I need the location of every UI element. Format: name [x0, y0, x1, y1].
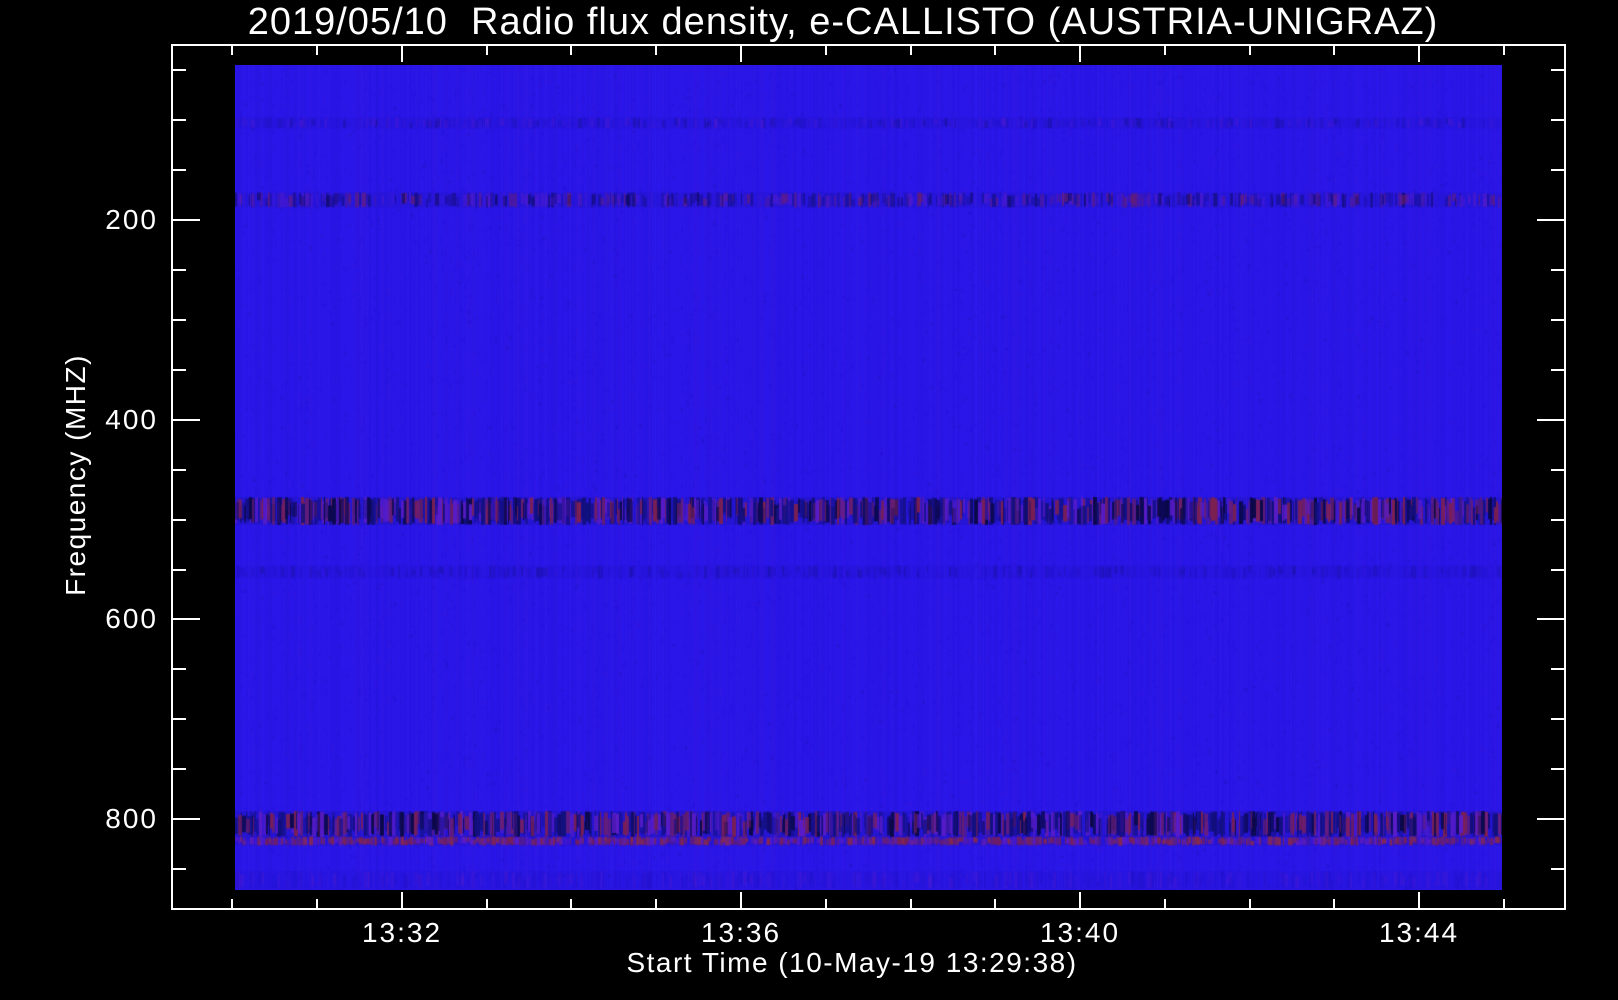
- y-minor-tick-left: [173, 469, 186, 471]
- y-major-tick-right: [1537, 419, 1564, 421]
- x-minor-tick-bottom: [910, 899, 912, 908]
- y-minor-tick-right: [1551, 69, 1564, 71]
- y-minor-tick-right: [1551, 569, 1564, 571]
- x-major-tick-top: [1079, 46, 1081, 62]
- y-minor-tick-left: [173, 319, 186, 321]
- y-major-tick-right: [1537, 219, 1564, 221]
- x-major-tick-bottom: [1418, 892, 1420, 908]
- x-major-tick-top: [740, 46, 742, 62]
- y-minor-tick-right: [1551, 519, 1564, 521]
- y-minor-tick-left: [173, 269, 186, 271]
- x-minor-tick-bottom: [1164, 899, 1166, 908]
- chart-title: 2019/05/10 Radio flux density, e-CALLIST…: [247, 1, 1439, 43]
- x-minor-tick-top: [1164, 46, 1166, 55]
- x-minor-tick-top: [825, 46, 827, 55]
- x-minor-tick-bottom: [570, 899, 572, 908]
- x-minor-tick-bottom: [231, 899, 233, 908]
- y-minor-tick-right: [1551, 469, 1564, 471]
- y-minor-tick-right: [1551, 369, 1564, 371]
- x-minor-tick-top: [1249, 46, 1251, 55]
- spectrogram-image: [235, 65, 1502, 890]
- y-minor-tick-right: [1551, 269, 1564, 271]
- y-minor-tick-left: [173, 369, 186, 371]
- y-major-tick-right: [1537, 618, 1564, 620]
- y-minor-tick-right: [1551, 718, 1564, 720]
- x-minor-tick-bottom: [1249, 899, 1251, 908]
- y-tick-label: 800: [105, 803, 158, 834]
- x-tick-label: 13:40: [1039, 917, 1121, 948]
- y-tick-label: 400: [105, 404, 158, 435]
- x-minor-tick-top: [316, 46, 318, 55]
- x-minor-tick-top: [231, 46, 233, 55]
- y-minor-tick-left: [173, 119, 186, 121]
- x-minor-tick-bottom: [486, 899, 488, 908]
- y-tick-label: 200: [105, 204, 158, 235]
- y-minor-tick-right: [1551, 868, 1564, 870]
- x-major-tick-top: [401, 46, 403, 62]
- y-minor-tick-right: [1551, 768, 1564, 770]
- x-major-tick-top: [1418, 46, 1420, 62]
- y-major-tick-left: [173, 419, 200, 421]
- y-minor-tick-left: [173, 519, 186, 521]
- x-minor-tick-bottom: [825, 899, 827, 908]
- y-minor-tick-left: [173, 69, 186, 71]
- x-major-tick-bottom: [401, 892, 403, 908]
- x-minor-tick-top: [1333, 46, 1335, 55]
- x-tick-label: 13:32: [361, 917, 443, 948]
- y-major-tick-left: [173, 618, 200, 620]
- y-minor-tick-left: [173, 668, 186, 670]
- y-minor-tick-left: [173, 768, 186, 770]
- x-major-tick-bottom: [1079, 892, 1081, 908]
- x-tick-label: 13:36: [700, 917, 782, 948]
- plot-frame: [171, 44, 1566, 910]
- x-minor-tick-bottom: [316, 899, 318, 908]
- y-minor-tick-right: [1551, 119, 1564, 121]
- x-minor-tick-bottom: [655, 899, 657, 908]
- y-major-tick-left: [173, 219, 200, 221]
- y-major-tick-left: [173, 818, 200, 820]
- y-minor-tick-right: [1551, 668, 1564, 670]
- y-axis-title: Frequency (MHZ): [60, 354, 91, 596]
- x-tick-label: 13:44: [1378, 917, 1460, 948]
- x-minor-tick-bottom: [1333, 899, 1335, 908]
- x-axis-title: Start Time (10-May-19 13:29:38): [626, 947, 1078, 978]
- x-minor-tick-bottom: [994, 899, 996, 908]
- y-minor-tick-right: [1551, 169, 1564, 171]
- y-major-tick-right: [1537, 818, 1564, 820]
- x-minor-tick-top: [910, 46, 912, 55]
- y-minor-tick-left: [173, 569, 186, 571]
- y-minor-tick-left: [173, 868, 186, 870]
- x-major-tick-bottom: [740, 892, 742, 908]
- x-minor-tick-top: [1503, 46, 1505, 55]
- y-minor-tick-left: [173, 718, 186, 720]
- x-minor-tick-top: [994, 46, 996, 55]
- x-minor-tick-bottom: [1503, 899, 1505, 908]
- y-tick-label: 600: [105, 603, 158, 634]
- x-minor-tick-top: [486, 46, 488, 55]
- y-minor-tick-left: [173, 169, 186, 171]
- x-minor-tick-top: [655, 46, 657, 55]
- y-minor-tick-right: [1551, 319, 1564, 321]
- x-minor-tick-top: [570, 46, 572, 55]
